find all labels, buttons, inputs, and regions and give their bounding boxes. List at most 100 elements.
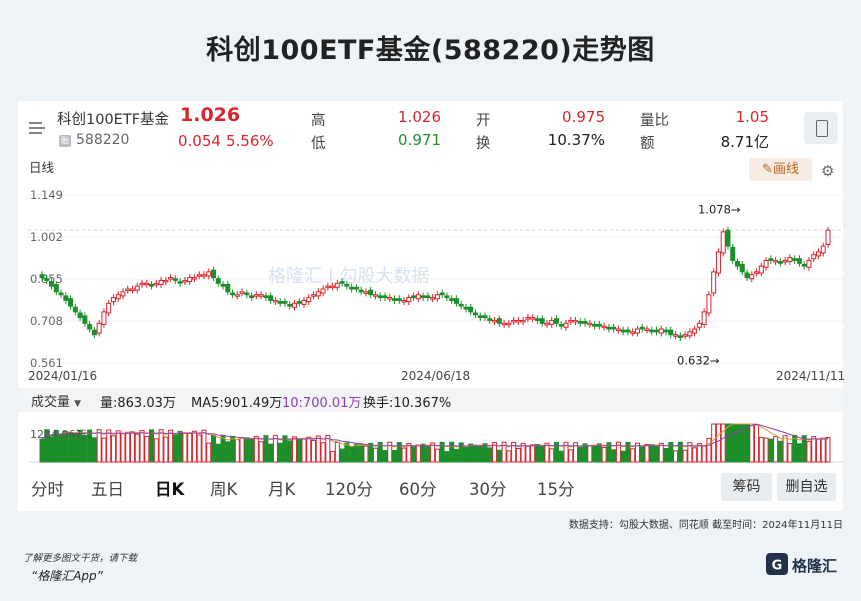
tab-intraday[interactable]: 分时 [31,480,64,499]
candle [77,312,83,319]
volume-bar [553,441,559,463]
volume-bar [268,443,274,463]
settings-icon[interactable]: ⚙ [821,162,835,180]
tab-60min[interactable]: 60分 [399,480,437,499]
chip-distribution-button[interactable]: 筹码 [721,473,772,501]
volume-bar [87,429,93,463]
candle [325,285,331,289]
tab-120min[interactable]: 120分 [325,480,373,499]
stat-value-high: 1.026 [398,108,441,126]
volume-bar [563,441,569,463]
candle [277,301,283,304]
page-title: 科创100ETF基金(588220)走势图 [206,35,655,66]
volume-bar [39,438,45,463]
volume-bar [749,423,755,463]
volume-bar [125,431,131,463]
tab-weekly-k[interactable]: 周K [210,480,238,499]
candle [344,283,350,287]
volume-bar [272,434,278,463]
remove-watchlist-button[interactable]: 删自选 [777,473,836,501]
candle [282,301,288,304]
volume-bar [377,442,383,463]
landscape-toggle-button[interactable] [804,112,838,144]
candle [511,319,517,323]
candle [353,286,359,290]
candle [239,291,245,294]
candle [606,326,612,330]
volume-bar [615,441,621,463]
volume-bar [392,449,398,463]
promo-line-1: 了解更多图文干货，请下载 [23,553,138,564]
candle [725,229,731,247]
volume-bar [82,434,88,463]
candle [649,329,655,333]
draw-line-button[interactable]: ✎画线 [749,158,812,181]
y-tick-label: 0.708 [30,314,63,328]
candle [677,335,683,339]
volume-bar [758,436,764,463]
volume-bar [777,440,783,463]
tab-five-day[interactable]: 五日 [91,480,124,499]
indicator-select-label: 成交量 [31,395,71,410]
volume-bar [249,439,255,463]
candle [801,263,807,267]
tab-15min[interactable]: 15分 [537,480,575,499]
volume-bar [515,447,521,463]
candle [311,294,317,297]
volume-bar [725,423,731,463]
candle [82,315,88,324]
menu-icon[interactable] [28,119,46,137]
volume-bar [782,435,788,463]
volume-bar [668,441,674,463]
candle [172,278,178,281]
candle [787,257,793,263]
volume-bar [296,438,302,463]
candle [411,295,417,299]
volume-bar [730,423,736,463]
volume-bar [244,437,250,463]
tab-30min[interactable]: 30分 [469,480,507,499]
tab-monthly-k[interactable]: 月K [268,480,296,499]
candle [306,297,312,303]
candle [558,323,564,327]
candle [139,282,145,286]
logo-text: 格隆汇 [792,557,837,575]
volume-bar [825,436,831,463]
candle [320,288,326,294]
data-source: 数据支持：勾股大数据、同花顺 截至时间：2024年11月11日 [568,520,843,531]
volume-bar [692,447,698,463]
candle [620,329,626,333]
volume-bar [325,434,331,463]
indicator-select[interactable]: 成交量 ▼ [31,391,81,410]
tab-daily-k[interactable]: 日K [155,480,185,499]
volume-bar [796,443,802,463]
stat-value-turnover: 10.37% [547,131,605,149]
volume-ma5: MA5:901.49万 [191,396,283,411]
candle [568,319,574,323]
volume-bar [372,447,378,463]
candle [530,317,536,320]
high-annotation: 1.078→ [698,202,741,216]
candle [106,302,112,314]
volume-bar [625,441,631,463]
volume-bar [415,444,421,463]
volume-bar [787,443,793,463]
candle [425,295,431,299]
volume-bar [315,435,321,463]
candle [644,328,650,331]
volume-bar [649,444,655,463]
candle [825,229,831,245]
candle [234,294,240,297]
low-annotation: 0.632→ [677,354,720,368]
stat-label-volratio: 量比 [640,113,669,129]
candle [177,281,183,284]
volume-bar [130,431,136,463]
candle [120,291,126,297]
volume-bar [68,432,74,463]
candle [272,299,278,303]
candle [539,318,545,324]
candle [153,282,159,286]
volume-bar [168,429,174,463]
volume-bar [639,446,645,463]
